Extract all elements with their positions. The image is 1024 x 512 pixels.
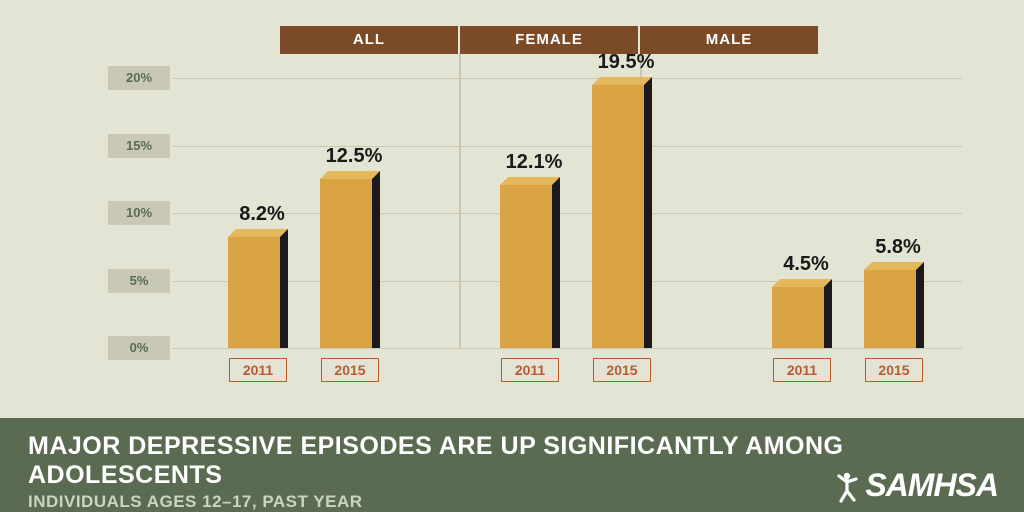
y-axis-tick: 20%: [108, 66, 170, 90]
gridline: [172, 348, 962, 349]
y-axis-tick: 10%: [108, 201, 170, 225]
bar-top: [864, 262, 924, 270]
year-label: 2015: [865, 358, 923, 382]
group-header: MALE: [640, 26, 818, 54]
bar-top: [228, 229, 288, 237]
chart-area: 0%5%10%15%20%ALL8.2%201112.5%2015FEMALE1…: [0, 0, 1024, 418]
bar: [228, 237, 280, 348]
samhsa-logo: SAMHSA: [829, 467, 998, 504]
bar: [772, 287, 824, 348]
bar-top: [772, 279, 832, 287]
bar-value-label: 12.1%: [494, 151, 574, 174]
group-header: ALL: [280, 26, 458, 54]
bar: [864, 270, 916, 348]
bar-value-label: 12.5%: [314, 145, 394, 168]
year-label: 2015: [321, 358, 379, 382]
bar-top: [500, 177, 560, 185]
bar: [500, 185, 552, 348]
year-label: 2011: [773, 358, 831, 382]
bar-top: [592, 77, 652, 85]
y-axis-tick: 5%: [108, 269, 170, 293]
bar-top: [320, 171, 380, 179]
year-label: 2011: [229, 358, 287, 382]
year-label: 2015: [593, 358, 651, 382]
infographic-root: 0%5%10%15%20%ALL8.2%201112.5%2015FEMALE1…: [0, 0, 1024, 512]
y-axis-tick: 15%: [108, 134, 170, 158]
bar-value-label: 5.8%: [858, 236, 938, 259]
y-axis-tick: 0%: [108, 336, 170, 360]
gridline: [172, 78, 962, 79]
bar-value-label: 4.5%: [766, 253, 846, 276]
gridline: [172, 146, 962, 147]
footer-banner: MAJOR DEPRESSIVE EPISODES ARE UP SIGNIFI…: [0, 418, 1024, 512]
bar: [592, 85, 644, 348]
bar-value-label: 19.5%: [586, 51, 666, 74]
bar: [320, 179, 372, 348]
bar-value-label: 8.2%: [222, 203, 302, 226]
logo-text: SAMHSA: [865, 467, 998, 504]
group-divider: [459, 54, 461, 348]
year-label: 2011: [501, 358, 559, 382]
gridline: [172, 281, 962, 282]
person-icon: [829, 469, 863, 503]
